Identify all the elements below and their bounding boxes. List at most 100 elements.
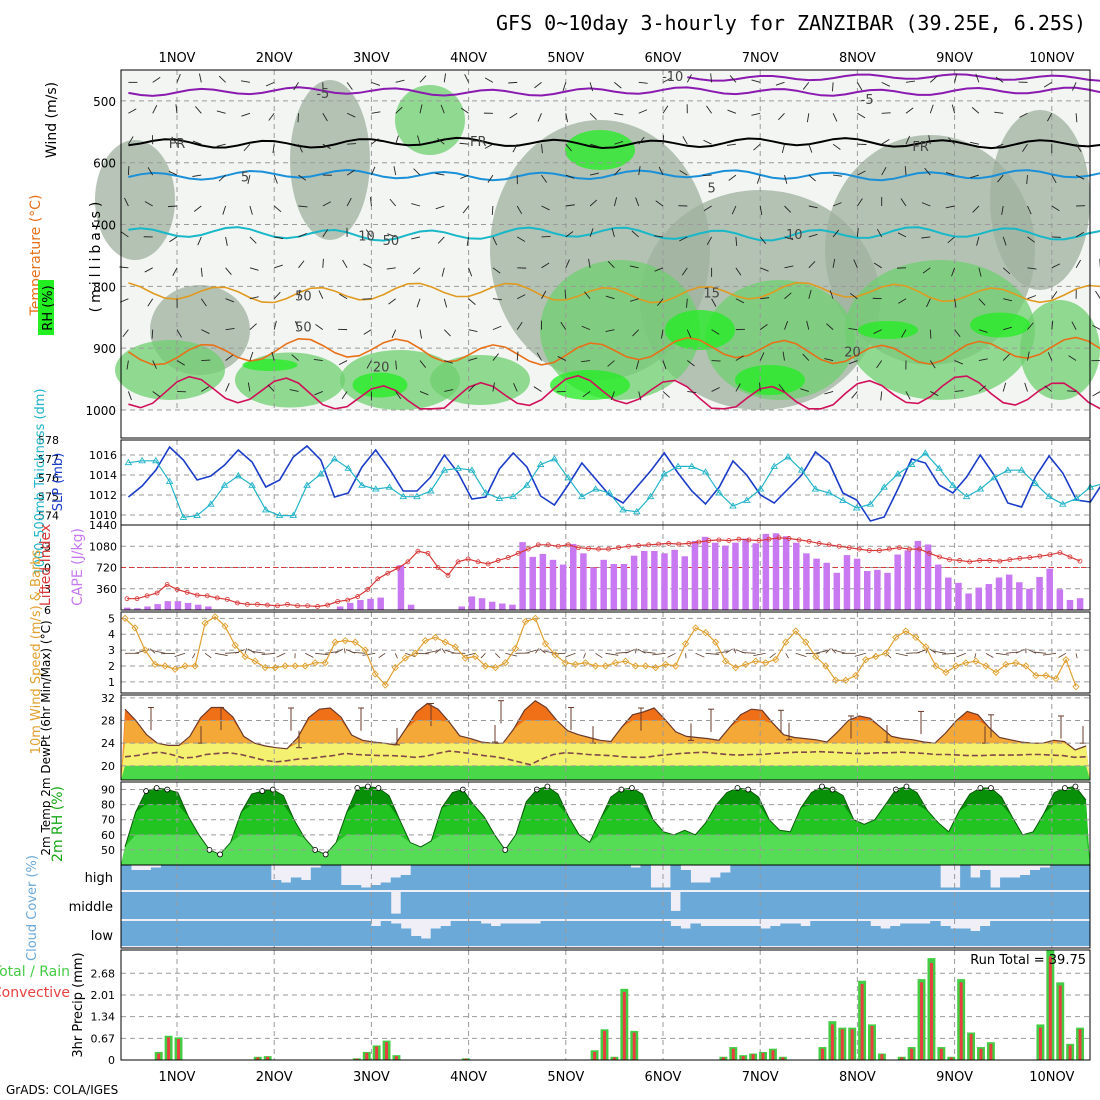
temp-axis-label: 2m Temp 2m DewPt (6hr Min/Max) (°C)	[39, 620, 53, 855]
thickness-marker	[729, 502, 737, 509]
cloud-high-bar	[130, 870, 142, 890]
cape-bar	[904, 550, 912, 610]
wind-barb	[268, 113, 275, 121]
wind-barb	[751, 112, 761, 116]
cloud-high-bar	[290, 877, 302, 890]
wind-barb	[516, 321, 523, 330]
wind-barb	[654, 235, 664, 238]
cloud-high-bar	[360, 887, 372, 890]
wind-barb	[560, 321, 567, 330]
thickness-marker	[770, 462, 779, 469]
wind-barb	[1092, 391, 1100, 397]
wind-barb	[322, 201, 331, 207]
cloud-middle-bar	[610, 892, 621, 919]
wind-speed-marker	[461, 654, 469, 662]
wind-speed-marker	[281, 662, 289, 670]
lifted-tick-label: 3	[44, 583, 51, 596]
cape-bar	[661, 553, 668, 610]
surface-wind-barb	[480, 653, 486, 659]
surface-wind-barb	[652, 652, 666, 656]
wind-barb	[802, 353, 810, 361]
cloud-high-bar	[870, 865, 881, 890]
wind-barb	[152, 105, 158, 114]
thickness-marker	[605, 489, 614, 496]
lifted-index-marker	[365, 587, 371, 592]
wind-barb	[735, 355, 744, 361]
wind-barb	[614, 82, 622, 89]
wind-barb	[273, 205, 282, 213]
cloud-middle-bar	[121, 892, 132, 919]
wind-barb	[265, 81, 275, 87]
cape-bar	[681, 556, 689, 610]
cape-bar	[630, 555, 638, 610]
wind-barb	[806, 320, 810, 330]
wind-barb	[225, 236, 228, 246]
cloud-high-bar	[350, 885, 362, 890]
wind-speed-marker	[621, 657, 630, 665]
precip-convective-bar	[989, 1043, 993, 1060]
surface-wind-barb	[956, 652, 967, 658]
wind-speed-marker	[301, 662, 309, 670]
surface-wind-barb	[753, 652, 766, 657]
date-axis: 1NOV 1NOV 2NOV 2NOV 3NOV 3NOV 4NOV 4NOV 5NOV 5NOV…	[159, 51, 1075, 1085]
cloud-middle-bar	[460, 892, 472, 919]
cloud-high-bar	[980, 870, 991, 890]
cape-bar	[347, 602, 354, 610]
wind-barb	[611, 228, 615, 238]
wind-barb	[662, 135, 665, 145]
wind-barb	[341, 391, 348, 400]
cape-bar	[762, 533, 770, 610]
wind-speed-marker	[792, 627, 800, 635]
wind-barb	[629, 265, 639, 269]
rh-marker	[544, 783, 551, 790]
thickness-marker	[797, 466, 806, 473]
cloud-high-bar	[430, 865, 442, 890]
lifted-index-marker	[806, 538, 812, 544]
cloud-middle-bar	[830, 892, 841, 919]
rh-marker	[903, 783, 910, 790]
thickness-marker	[852, 504, 861, 511]
lifted-index-marker	[1077, 558, 1083, 564]
pressure-tick-label: 500	[93, 95, 116, 109]
cloud-low-bar	[860, 921, 871, 946]
wind-speed-marker	[161, 662, 169, 670]
cloud-middle-bar	[390, 913, 402, 919]
wind-barb	[1022, 143, 1028, 152]
wind-speed-marker	[691, 624, 700, 632]
wind-barb	[513, 383, 518, 392]
thickness-tick-label: 574	[38, 510, 59, 523]
precip-convective-bar	[1078, 1029, 1082, 1060]
cloud-high-bar	[590, 865, 602, 890]
lifted-index-marker	[586, 545, 591, 551]
wind-speed-marker	[441, 638, 449, 646]
lifted-index-marker	[295, 603, 300, 609]
wind-barb	[904, 166, 907, 176]
wind-barb	[441, 267, 445, 277]
wind-tick-label: 5	[108, 612, 115, 625]
wind-barb	[759, 323, 768, 331]
wind-barb	[240, 80, 250, 83]
wind-barb	[832, 229, 840, 238]
thickness-marker	[1017, 466, 1026, 473]
lifted-index-marker	[886, 546, 892, 552]
cloud-high-bar	[400, 875, 412, 890]
cloud-middle-bar	[1030, 892, 1041, 919]
wind-barb	[195, 106, 202, 114]
lifted-index-marker	[445, 572, 451, 578]
cloud-high-bar	[1050, 865, 1061, 890]
cloud-middle-bar	[290, 892, 302, 919]
cloud-low-bar	[660, 921, 671, 946]
wind-barb	[686, 329, 692, 339]
cloud-high-bar	[780, 865, 791, 890]
precip-convective-bar	[979, 1048, 983, 1060]
wind-barb	[972, 205, 980, 213]
thickness-tick-label: 578	[38, 434, 59, 447]
precip-convective-bar	[781, 1057, 785, 1060]
wind-barb	[948, 137, 955, 145]
wind-barb	[1068, 355, 1077, 361]
cloud-low-bar	[280, 921, 292, 946]
precip-convective-bar	[1068, 1045, 1072, 1060]
cloud-high-bar	[1030, 870, 1041, 890]
wind-barb	[1027, 322, 1034, 330]
wind-speed-marker	[261, 663, 269, 672]
